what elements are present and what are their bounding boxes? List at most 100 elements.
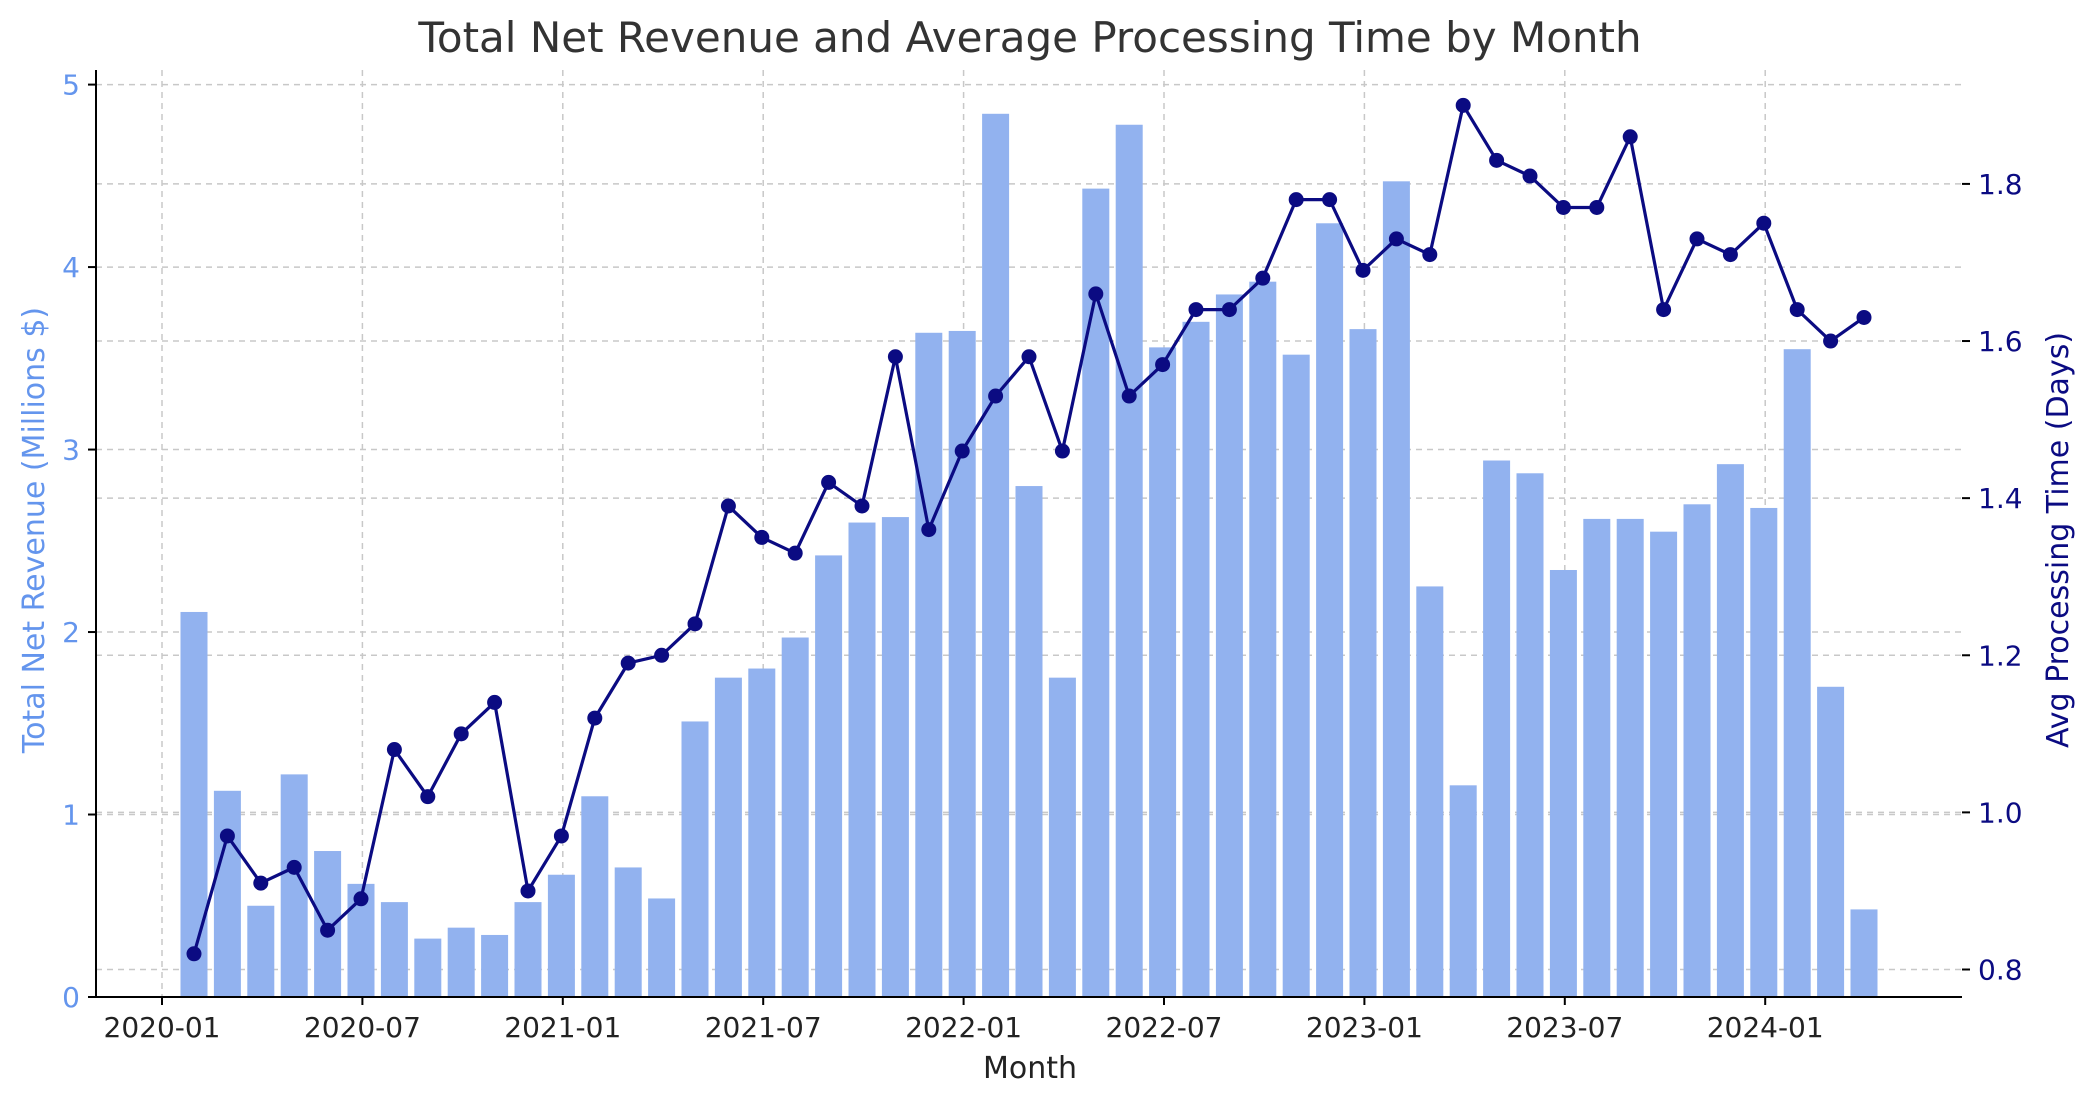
- processing-time-point: [1155, 357, 1171, 373]
- revenue-bar: [1683, 504, 1711, 997]
- y-right-tick-label: 1.6: [1978, 325, 2023, 358]
- revenue-bar: [614, 867, 642, 997]
- y-right-tick-label: 1.2: [1978, 639, 2023, 672]
- revenue-bar: [180, 611, 208, 997]
- processing-time-point: [1522, 168, 1538, 184]
- revenue-bar: [1817, 686, 1845, 997]
- y-left-tick-label: 2: [62, 616, 80, 649]
- revenue-bar: [948, 330, 976, 997]
- processing-time-point: [754, 529, 770, 545]
- revenue-bar: [1282, 354, 1310, 997]
- revenue-bar: [1249, 281, 1277, 998]
- revenue-bar: [481, 934, 509, 997]
- processing-time-point: [687, 616, 703, 632]
- processing-time-point: [420, 789, 436, 805]
- processing-time-point: [219, 828, 235, 844]
- revenue-bar: [1416, 586, 1444, 997]
- revenue-bar: [581, 796, 609, 997]
- processing-time-point: [1322, 192, 1338, 208]
- revenue-bar: [648, 898, 676, 997]
- revenue-bar: [1616, 518, 1644, 997]
- x-tick-label: 2023-07: [1506, 1011, 1623, 1044]
- processing-time-point: [1288, 192, 1304, 208]
- revenue-bar: [681, 721, 709, 997]
- x-axis-title: Month: [983, 1051, 1077, 1086]
- processing-time-point: [1388, 231, 1404, 247]
- revenue-bar: [1516, 473, 1544, 997]
- revenue-bar: [815, 555, 843, 997]
- y-left-tick-label: 5: [62, 69, 80, 102]
- processing-time-point: [186, 946, 202, 962]
- revenue-bar: [1215, 294, 1243, 997]
- revenue-bar: [915, 332, 943, 997]
- y-right-tick-label: 1.4: [1978, 482, 2023, 515]
- processing-time-point: [954, 443, 970, 459]
- revenue-bar: [1850, 909, 1878, 997]
- revenue-bar: [414, 938, 442, 997]
- processing-time-point: [1489, 152, 1505, 168]
- chart-title: Total Net Revenue and Average Processing…: [417, 13, 1641, 62]
- processing-time-point: [1121, 388, 1137, 404]
- processing-time-point: [1722, 247, 1738, 263]
- revenue-bar: [1316, 223, 1344, 998]
- processing-time-point: [1021, 349, 1037, 365]
- processing-time-point: [854, 498, 870, 514]
- revenue-bar: [1783, 349, 1811, 997]
- processing-time-point: [320, 922, 336, 938]
- revenue-bar: [547, 874, 575, 997]
- x-tick-label: 2023-01: [1306, 1011, 1423, 1044]
- revenue-bar: [881, 517, 909, 997]
- x-tick-label: 2022-01: [905, 1011, 1022, 1044]
- y-right-tick-label: 1.0: [1978, 796, 2023, 829]
- processing-time-point: [453, 726, 469, 742]
- processing-time-point: [1088, 286, 1104, 302]
- revenue-bar: [1015, 486, 1043, 997]
- y-left-tick-label: 0: [62, 981, 80, 1014]
- processing-time-point: [1756, 215, 1772, 231]
- revenue-bar: [1149, 347, 1177, 997]
- processing-time-point: [1255, 270, 1271, 286]
- revenue-bars: [180, 113, 1878, 998]
- x-tick-label: 2022-07: [1106, 1011, 1223, 1044]
- processing-time-point: [1656, 302, 1672, 318]
- x-tick-label: 2021-07: [705, 1011, 822, 1044]
- x-tick-label: 2020-01: [104, 1011, 221, 1044]
- processing-time-point: [520, 883, 536, 899]
- revenue-bar: [1082, 188, 1110, 998]
- processing-time-point: [787, 545, 803, 561]
- processing-time-point: [386, 742, 402, 758]
- revenue-bar: [714, 677, 742, 997]
- y-right-axis-title: Avg Processing Time (Days): [2041, 332, 2076, 748]
- processing-time-point: [1689, 231, 1705, 247]
- processing-time-point: [1455, 97, 1471, 113]
- processing-time-point: [720, 498, 736, 514]
- processing-time-point: [1221, 302, 1237, 318]
- x-tick-label: 2021-01: [504, 1011, 621, 1044]
- processing-time-point: [620, 655, 636, 671]
- processing-time-point: [286, 859, 302, 875]
- processing-time-point: [821, 474, 837, 490]
- revenue-bar: [748, 668, 776, 997]
- y-left-tick-label: 4: [62, 251, 80, 284]
- processing-time-point: [1555, 199, 1571, 215]
- revenue-bar: [1583, 518, 1611, 997]
- processing-time-point: [587, 710, 603, 726]
- revenue-bar: [213, 790, 241, 997]
- processing-time-point: [353, 891, 369, 907]
- y-left-axis-title: Total Net Revenue (Millions $): [17, 307, 52, 754]
- y-left-tick-label: 1: [62, 799, 80, 832]
- processing-time-point: [887, 349, 903, 365]
- revenue-bar: [1182, 321, 1210, 997]
- processing-time-point: [1789, 302, 1805, 318]
- y-right-tick-label: 0.8: [1978, 954, 2023, 987]
- revenue-bar: [781, 637, 809, 997]
- processing-time-point: [1622, 129, 1638, 145]
- revenue-bar: [1349, 329, 1377, 997]
- revenue-bar: [1549, 569, 1577, 997]
- axes: [88, 70, 1970, 1005]
- revenue-bar: [1449, 785, 1477, 997]
- y-left-tick-label: 3: [62, 434, 80, 467]
- processing-time-point: [1856, 309, 1872, 325]
- x-tick-label: 2024-01: [1707, 1011, 1824, 1044]
